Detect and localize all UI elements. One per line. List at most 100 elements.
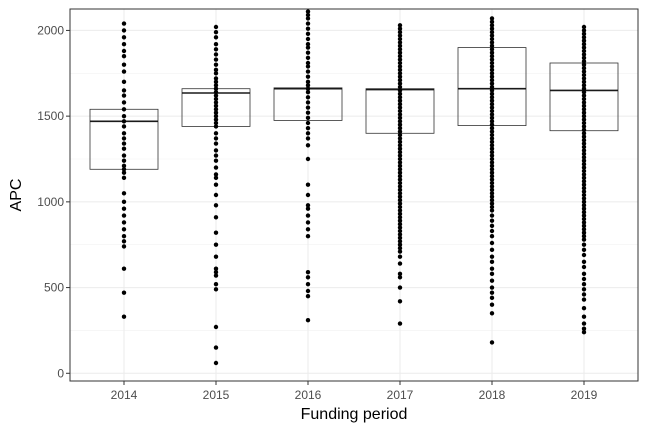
plot-background (70, 9, 638, 381)
data-point (581, 38, 587, 43)
data-point (121, 213, 127, 218)
data-point (581, 62, 587, 67)
data-point (489, 125, 495, 131)
data-point (397, 170, 403, 175)
data-point (213, 172, 219, 177)
minor-gridlines (70, 72, 638, 331)
data-point (397, 201, 403, 206)
data-point (397, 47, 403, 52)
data-point (489, 50, 495, 55)
data-point (397, 208, 403, 213)
data-point (581, 69, 587, 74)
data-point (121, 53, 127, 59)
data-point (213, 273, 219, 278)
point-layer (121, 9, 587, 366)
data-point (305, 60, 311, 66)
data-point (213, 148, 219, 153)
data-point (581, 55, 587, 61)
x-tick-label: 2016 (295, 388, 322, 402)
data-point (121, 191, 127, 196)
data-point (397, 105, 403, 110)
data-point (213, 182, 219, 187)
data-point (581, 103, 587, 109)
data-point (489, 254, 495, 259)
data-point (581, 83, 587, 88)
data-point (213, 242, 219, 247)
data-point (581, 329, 587, 335)
data-point (489, 23, 495, 28)
data-point (121, 79, 127, 85)
data-point (397, 115, 403, 121)
data-point (489, 228, 495, 234)
data-point (397, 57, 403, 62)
data-point (397, 112, 403, 117)
data-point (489, 47, 495, 52)
data-point (121, 88, 127, 93)
data-point (397, 53, 403, 59)
data-point (397, 285, 403, 290)
data-point (581, 124, 587, 129)
data-point (397, 36, 403, 42)
data-point (581, 28, 587, 33)
data-point (581, 192, 587, 198)
data-point (489, 187, 495, 193)
data-point (213, 96, 219, 102)
data-point (581, 117, 587, 122)
data-point (581, 213, 587, 218)
data-point (489, 108, 495, 114)
data-point (489, 33, 495, 38)
data-point (397, 153, 403, 158)
data-point (397, 321, 403, 326)
data-point (581, 227, 587, 232)
data-point (489, 156, 495, 162)
data-point (397, 184, 403, 189)
data-point (213, 254, 219, 259)
data-point (121, 314, 127, 319)
data-point (489, 88, 495, 93)
data-point (581, 179, 587, 184)
data-point (581, 52, 587, 57)
data-point (213, 79, 219, 85)
data-point (213, 120, 219, 126)
data-point (581, 65, 587, 71)
data-point (397, 29, 403, 35)
data-point (397, 33, 403, 38)
data-point (121, 131, 127, 136)
data-point (121, 239, 127, 244)
data-point (305, 69, 311, 74)
data-point (581, 305, 587, 311)
data-point (489, 213, 495, 218)
data-point (581, 189, 587, 194)
data-point (489, 173, 495, 179)
data-point (581, 223, 587, 229)
data-point (305, 95, 311, 100)
data-point (581, 196, 587, 201)
data-point (305, 41, 311, 47)
data-point (581, 161, 587, 167)
data-point (121, 170, 127, 175)
data-point (397, 254, 403, 259)
data-point (489, 271, 495, 277)
data-point (397, 149, 403, 155)
data-point (397, 235, 403, 241)
data-point (397, 173, 403, 179)
data-point (397, 211, 403, 217)
data-point (121, 48, 127, 54)
data-point (489, 146, 495, 151)
data-point (581, 230, 587, 235)
data-point (121, 175, 127, 181)
data-point (305, 36, 311, 42)
data-point (489, 201, 495, 206)
data-point (305, 136, 311, 141)
data-point (121, 206, 127, 211)
data-point (489, 191, 495, 196)
data-point (121, 28, 127, 33)
data-point (489, 340, 495, 345)
data-point (489, 218, 495, 223)
data-point (489, 302, 495, 307)
data-point (489, 71, 495, 76)
data-point (489, 16, 495, 21)
data-point (213, 67, 219, 73)
data-point (397, 98, 403, 103)
data-point (121, 124, 127, 129)
